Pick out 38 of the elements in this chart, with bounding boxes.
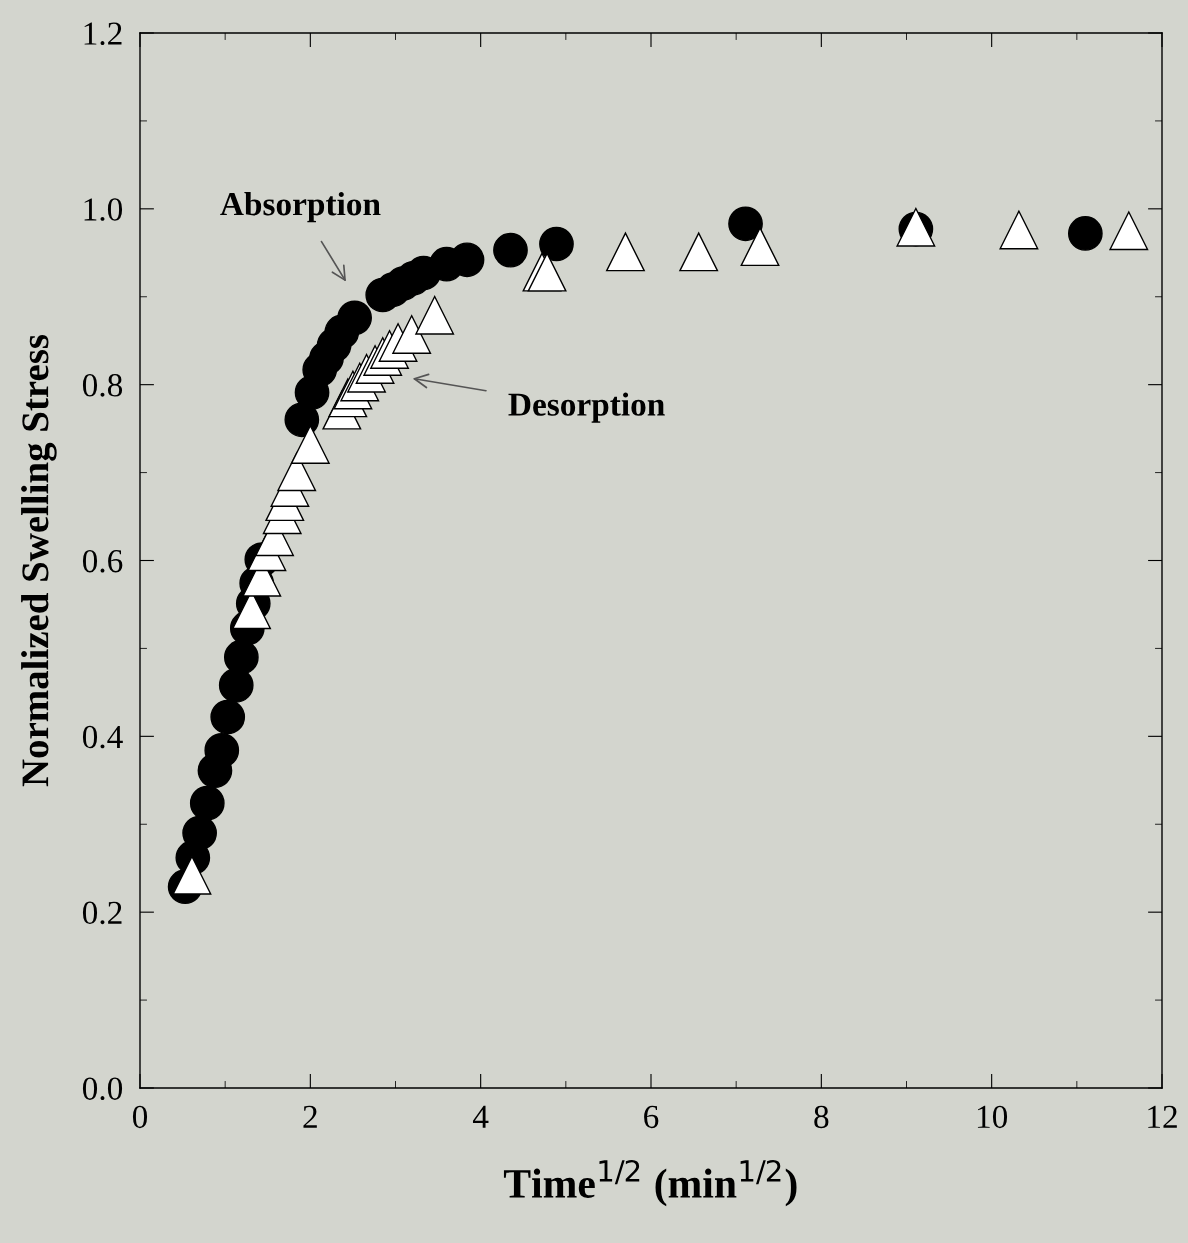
x-tick-label: 2 [303,1105,317,1128]
point [740,227,780,267]
point [999,210,1039,250]
point [204,733,240,768]
point [1109,211,1149,251]
x-tick-label: 0 [132,1105,148,1129]
y-tick-label: 0.4 [82,725,123,749]
point [679,232,719,272]
point [210,699,246,735]
point [539,226,574,262]
point [1067,216,1103,251]
point [337,300,372,336]
point [728,206,763,242]
point [189,785,225,821]
y-tick-label: 1.2 [84,22,122,46]
annotation: Desorption [508,392,665,423]
point [172,855,212,895]
x-tick-label: 4 [472,1105,489,1128]
point [606,232,645,272]
y-tick-label: 0.2 [82,901,122,925]
point [392,315,432,354]
point [182,815,217,851]
y-tick-label: 1.0 [84,198,123,221]
x-tick-label: 8 [814,1105,829,1129]
y-axis-title: Normalized Swelling Stress [21,334,57,787]
x-axis-title: Time$^{1/2}$ (min$^{1/2}$) [503,1159,797,1207]
y-tick-label: 0.0 [82,1077,123,1101]
point [218,667,254,703]
point [290,425,330,464]
y-tick-label: 0.6 [82,549,123,573]
x-tick-label: 12 [1148,1105,1177,1128]
point [223,639,259,675]
y-tick-label: 0.8 [82,374,123,397]
x-tick-label: 10 [977,1105,1008,1129]
annotation: Absorption [220,191,381,223]
point [493,232,528,268]
x-tick-label: 6 [644,1105,659,1129]
point [415,295,455,335]
